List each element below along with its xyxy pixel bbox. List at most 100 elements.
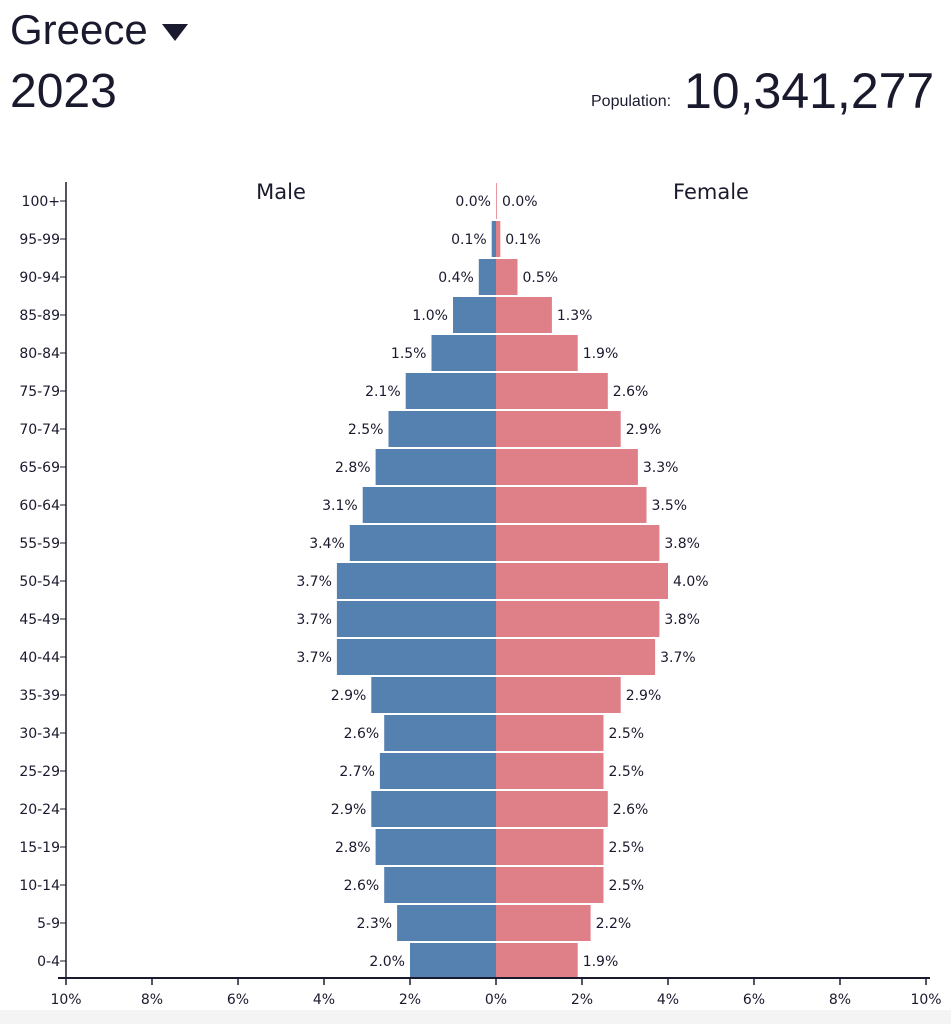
male-bar-55-59 bbox=[349, 525, 496, 561]
age-group-label: 35-39 bbox=[19, 688, 60, 704]
male-value-label: 2.6% bbox=[344, 726, 380, 742]
x-tick-label: 4% bbox=[657, 992, 679, 1008]
male-series-label: Male bbox=[256, 180, 306, 204]
male-value-label: 3.4% bbox=[309, 536, 345, 552]
male-value-label: 0.4% bbox=[438, 270, 474, 286]
footer-bar bbox=[0, 1010, 951, 1024]
male-value-label: 3.7% bbox=[296, 574, 332, 590]
female-bar-40-44 bbox=[496, 639, 656, 675]
age-group-label: 90-94 bbox=[19, 270, 60, 286]
male-value-label: 2.8% bbox=[335, 460, 371, 476]
age-group-label: 100+ bbox=[22, 194, 60, 210]
female-value-label: 1.9% bbox=[583, 954, 619, 970]
dropdown-caret-icon bbox=[161, 24, 188, 42]
female-value-label: 2.5% bbox=[609, 840, 645, 856]
female-value-label: 2.5% bbox=[609, 764, 645, 780]
male-value-label: 2.6% bbox=[344, 878, 380, 894]
x-tick-label: 6% bbox=[743, 992, 765, 1008]
female-value-label: 3.8% bbox=[664, 536, 700, 552]
male-bar-70-74 bbox=[388, 411, 496, 447]
female-value-label: 2.5% bbox=[609, 726, 645, 742]
male-value-label: 2.9% bbox=[331, 802, 367, 818]
male-bar-35-39 bbox=[371, 677, 496, 713]
female-bar-10-14 bbox=[496, 867, 604, 903]
female-value-label: 1.9% bbox=[583, 346, 619, 362]
male-bar-95-99 bbox=[491, 221, 496, 257]
age-group-label: 55-59 bbox=[19, 536, 60, 552]
female-series-label: Female bbox=[673, 180, 749, 204]
country-selector[interactable]: Greece bbox=[10, 6, 188, 54]
age-group-label: 10-14 bbox=[19, 878, 60, 894]
male-value-label: 2.0% bbox=[369, 954, 405, 970]
female-bar-30-34 bbox=[496, 715, 604, 751]
population-label: Population: bbox=[591, 93, 672, 110]
age-group-label: 95-99 bbox=[19, 232, 60, 248]
male-bar-0-4 bbox=[410, 943, 496, 979]
female-bar-25-29 bbox=[496, 753, 604, 789]
female-bar-85-89 bbox=[496, 297, 552, 333]
age-group-label: 65-69 bbox=[19, 460, 60, 476]
female-value-label: 2.6% bbox=[613, 802, 649, 818]
age-group-label: 75-79 bbox=[19, 384, 60, 400]
age-group-label: 70-74 bbox=[19, 422, 60, 438]
male-bar-90-94 bbox=[478, 259, 496, 295]
x-tick-label: 4% bbox=[313, 992, 335, 1008]
female-bar-5-9 bbox=[496, 905, 591, 941]
female-value-label: 2.9% bbox=[626, 688, 662, 704]
male-value-label: 2.5% bbox=[348, 422, 384, 438]
x-tick-label: 10% bbox=[50, 992, 81, 1008]
age-group-label: 30-34 bbox=[19, 726, 60, 742]
x-tick-label: 2% bbox=[571, 992, 593, 1008]
age-group-label: 40-44 bbox=[19, 650, 60, 666]
male-value-label: 1.5% bbox=[391, 346, 427, 362]
male-bar-5-9 bbox=[397, 905, 496, 941]
female-value-label: 2.5% bbox=[609, 878, 645, 894]
male-bar-65-69 bbox=[375, 449, 496, 485]
female-value-label: 2.2% bbox=[596, 916, 632, 932]
female-value-label: 4.0% bbox=[673, 574, 709, 590]
female-value-label: 2.9% bbox=[626, 422, 662, 438]
female-value-label: 0.1% bbox=[505, 232, 541, 248]
x-tick-label: 6% bbox=[227, 992, 249, 1008]
country-name: Greece bbox=[10, 6, 148, 53]
female-value-label: 1.3% bbox=[557, 308, 593, 324]
female-value-label: 3.5% bbox=[652, 498, 688, 514]
female-bar-90-94 bbox=[496, 259, 518, 295]
age-group-label: 85-89 bbox=[19, 308, 60, 324]
male-value-label: 2.7% bbox=[339, 764, 375, 780]
female-value-label: 0.5% bbox=[523, 270, 559, 286]
female-bar-55-59 bbox=[496, 525, 660, 561]
female-bar-65-69 bbox=[496, 449, 638, 485]
age-group-label: 80-84 bbox=[19, 346, 60, 362]
x-tick-label: 8% bbox=[829, 992, 851, 1008]
male-bar-75-79 bbox=[405, 373, 496, 409]
male-bar-60-64 bbox=[362, 487, 496, 523]
age-group-label: 15-19 bbox=[19, 840, 60, 856]
female-value-label: 0.0% bbox=[502, 194, 538, 210]
female-bar-100+ bbox=[496, 183, 497, 219]
male-bar-15-19 bbox=[375, 829, 496, 865]
male-value-label: 2.8% bbox=[335, 840, 371, 856]
female-value-label: 3.3% bbox=[643, 460, 679, 476]
female-bar-95-99 bbox=[496, 221, 501, 257]
male-bar-10-14 bbox=[384, 867, 496, 903]
male-bar-25-29 bbox=[379, 753, 496, 789]
female-bar-15-19 bbox=[496, 829, 604, 865]
male-bar-50-54 bbox=[336, 563, 496, 599]
female-bar-0-4 bbox=[496, 943, 578, 979]
population-value: 10,341,277 bbox=[684, 63, 935, 119]
female-bar-75-79 bbox=[496, 373, 608, 409]
female-bar-60-64 bbox=[496, 487, 647, 523]
male-bar-85-89 bbox=[453, 297, 496, 333]
male-value-label: 0.1% bbox=[451, 232, 487, 248]
female-bar-20-24 bbox=[496, 791, 608, 827]
female-value-label: 3.7% bbox=[660, 650, 696, 666]
male-bar-30-34 bbox=[384, 715, 496, 751]
male-value-label: 2.9% bbox=[331, 688, 367, 704]
male-bar-40-44 bbox=[336, 639, 496, 675]
male-bar-45-49 bbox=[336, 601, 496, 637]
x-tick-label: 10% bbox=[910, 992, 941, 1008]
male-bar-80-84 bbox=[431, 335, 496, 371]
age-group-label: 45-49 bbox=[19, 612, 60, 628]
